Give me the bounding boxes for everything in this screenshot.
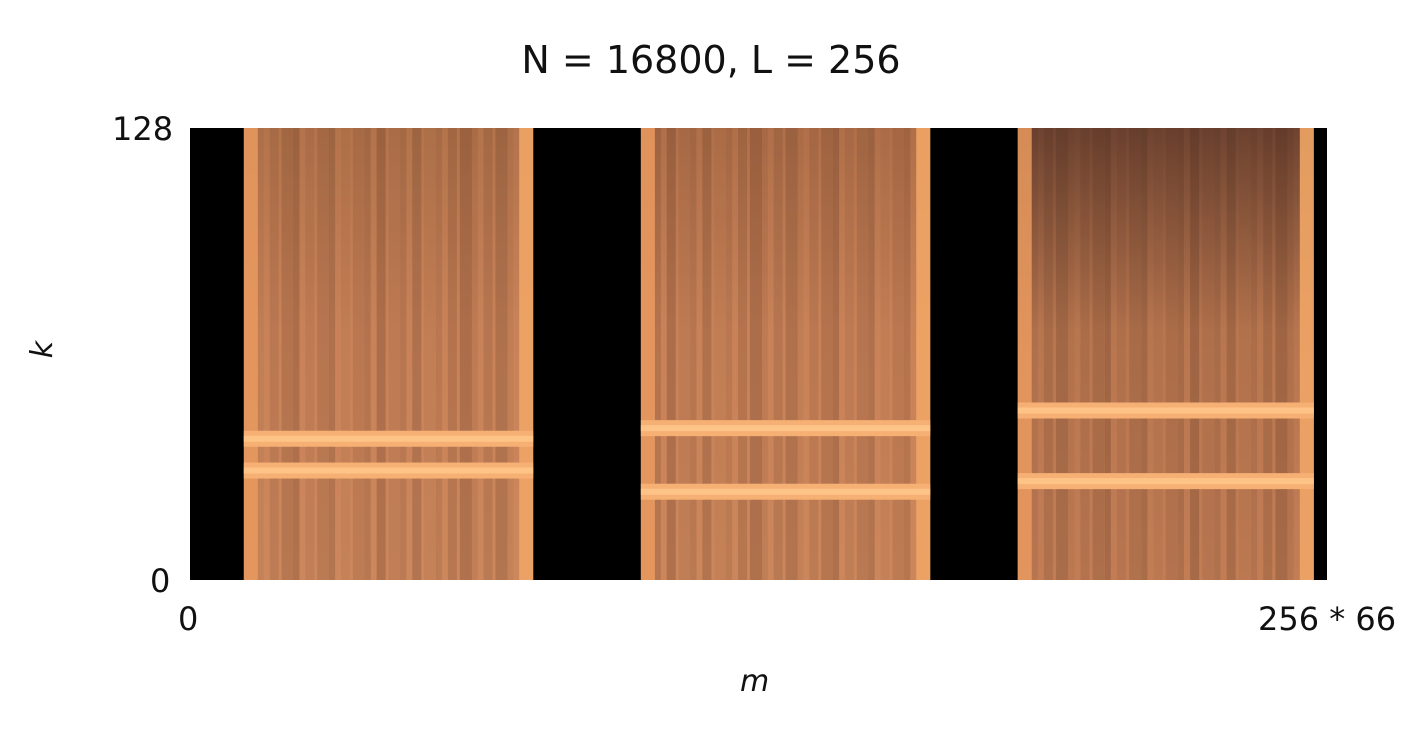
- streak: [738, 128, 748, 580]
- band-core: [640, 425, 931, 432]
- streak: [785, 128, 798, 580]
- y-axis-label: k: [25, 340, 61, 359]
- streak: [868, 128, 875, 580]
- streak: [293, 128, 300, 580]
- streak: [844, 128, 854, 580]
- streak: [305, 128, 315, 580]
- streak: [459, 128, 472, 580]
- streak: [821, 128, 834, 580]
- streak: [1092, 128, 1105, 580]
- streak: [352, 128, 365, 580]
- streak: [1275, 128, 1288, 580]
- streak: [654, 128, 661, 580]
- segment-right-edge: [519, 128, 534, 580]
- y-tick-label-bottom: 0: [150, 562, 171, 600]
- x-axis-label: m: [740, 664, 770, 699]
- streak: [797, 128, 804, 580]
- band-core: [1017, 478, 1314, 485]
- streak: [1080, 128, 1090, 580]
- streak: [1117, 128, 1127, 580]
- streak: [412, 128, 422, 580]
- streak: [447, 128, 457, 580]
- streak: [1153, 128, 1163, 580]
- band-core: [243, 435, 534, 442]
- streak: [714, 128, 727, 580]
- streak: [1251, 128, 1258, 580]
- streak: [376, 128, 386, 580]
- streak: [281, 128, 294, 580]
- streak: [856, 128, 869, 580]
- segment-1: [243, 128, 534, 580]
- streak: [471, 128, 478, 580]
- streak: [436, 128, 443, 580]
- streak: [400, 128, 407, 580]
- band-core: [1017, 407, 1314, 414]
- segment-3: [1017, 128, 1314, 580]
- streak: [761, 128, 768, 580]
- streak: [1056, 128, 1069, 580]
- streak: [1263, 128, 1273, 580]
- segment-left-edge: [1017, 128, 1032, 580]
- y-tick-label-top: 128: [112, 110, 174, 148]
- streak: [495, 128, 508, 580]
- streak: [1214, 128, 1221, 580]
- streak: [388, 128, 401, 580]
- streak: [833, 128, 840, 580]
- streak: [1190, 128, 1200, 580]
- streak: [809, 128, 819, 580]
- streak: [1141, 128, 1148, 580]
- streak: [678, 128, 691, 580]
- streak: [749, 128, 762, 580]
- streak: [880, 128, 890, 580]
- streak: [1068, 128, 1075, 580]
- streak: [892, 128, 905, 580]
- x-tick-label-left: 0: [178, 600, 199, 638]
- segment-left-edge: [243, 128, 258, 580]
- streak: [340, 128, 350, 580]
- streak: [424, 128, 437, 580]
- streak: [1202, 128, 1215, 580]
- segment-right-edge: [916, 128, 931, 580]
- plot-area: [190, 128, 1327, 580]
- streak: [317, 128, 330, 580]
- streak: [364, 128, 371, 580]
- streak: [666, 128, 676, 580]
- streak: [904, 128, 911, 580]
- streak: [1104, 128, 1111, 580]
- streak: [1031, 128, 1038, 580]
- streak: [1043, 128, 1053, 580]
- streak: [726, 128, 733, 580]
- streak: [269, 128, 279, 580]
- chart-title: N = 16800, L = 256: [521, 38, 901, 82]
- streak: [1226, 128, 1236, 580]
- streak: [773, 128, 783, 580]
- streak: [257, 128, 264, 580]
- segment-left-edge: [640, 128, 655, 580]
- x-tick-label-right: 256 * 66: [1258, 600, 1397, 638]
- segment-2: [640, 128, 931, 580]
- streak: [1129, 128, 1142, 580]
- streak: [1287, 128, 1294, 580]
- streak: [1238, 128, 1251, 580]
- streak: [507, 128, 514, 580]
- streak: [329, 128, 336, 580]
- streak: [1165, 128, 1178, 580]
- streak: [702, 128, 712, 580]
- band-core: [640, 488, 931, 495]
- streak: [483, 128, 493, 580]
- streak: [690, 128, 697, 580]
- band-core: [243, 467, 534, 474]
- segment-right-edge: [1299, 128, 1314, 580]
- streak: [1177, 128, 1184, 580]
